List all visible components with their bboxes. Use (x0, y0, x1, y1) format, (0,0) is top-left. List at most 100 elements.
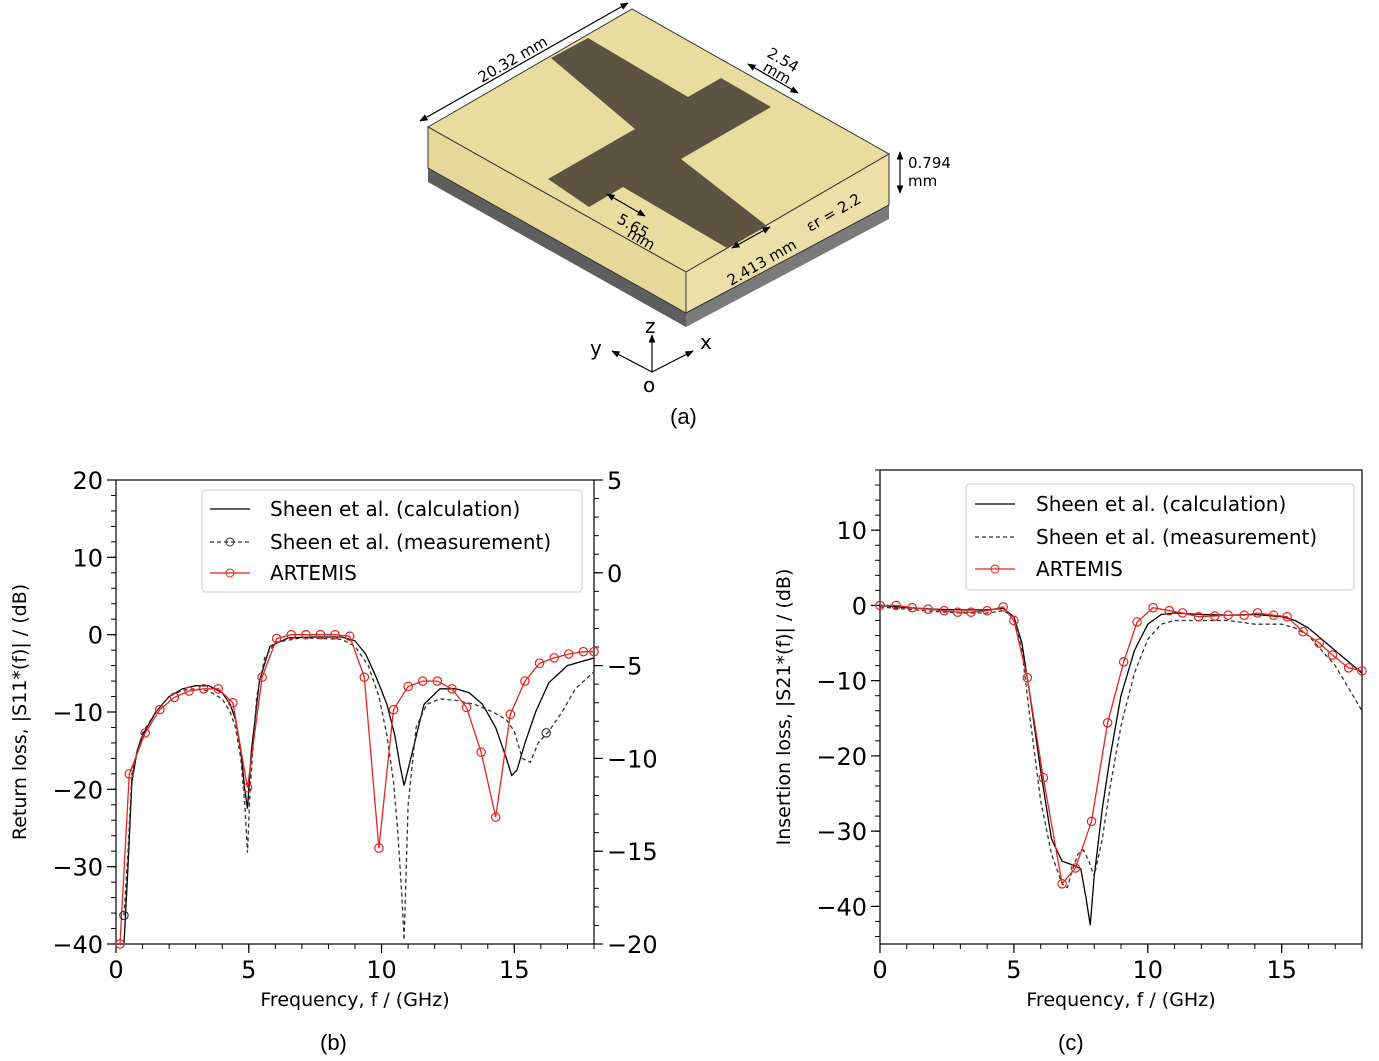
legend-box-c (965, 483, 1355, 591)
series-point (432, 676, 443, 686)
series-point (344, 631, 355, 642)
series-line-0 (880, 604, 1362, 926)
series-point (115, 939, 125, 949)
substrate-side (685, 153, 890, 314)
series-point (228, 697, 238, 708)
series-point (461, 702, 472, 713)
series-point (1132, 617, 1142, 627)
measurement-point (119, 910, 129, 921)
x-axis-label-b: Frequency, f / (GHz) (260, 989, 449, 1011)
y-tick-label: 20 (72, 467, 103, 495)
y-axis-label-b: Return loss, |S11*(f)| / (dB) (9, 584, 31, 840)
series-point (520, 676, 530, 686)
y-tick-label: −40 (52, 931, 103, 959)
y-tick-label: −40 (816, 893, 867, 921)
y2-tick-label: 0 (607, 560, 622, 588)
legend-c: Sheen et al. (calculation) Sheen et al. … (965, 483, 1355, 591)
insertion-loss-chart: 0 5 10 15 10 0 −10 −20 −30 −40 Frequency, f / (GH… (773, 469, 1367, 1055)
series-point (1009, 615, 1019, 626)
series-point (1022, 672, 1033, 683)
legend-box-b (201, 489, 583, 593)
x-tick-label: 0 (872, 956, 887, 984)
coordinate-axes: z y x o (590, 314, 712, 397)
series-point (476, 747, 486, 758)
x-tick-label: 5 (241, 956, 256, 984)
series-point (1327, 650, 1338, 660)
series-point (1057, 879, 1067, 889)
series-point (1148, 602, 1158, 613)
series-point (242, 782, 253, 793)
y2-tick-label: −20 (607, 931, 658, 959)
dim-arrow-length (419, 2, 629, 122)
dim-arrow-stub (747, 63, 799, 94)
legend-entry-b-meas: Sheen et al. (measurement) (270, 530, 551, 554)
series-point (388, 704, 399, 715)
series-point (1193, 611, 1204, 622)
series-point (271, 633, 282, 644)
series-point (534, 658, 545, 669)
legend-b: Sheen et al. (calculation) Sheen et al. … (201, 489, 583, 593)
series-point (359, 672, 370, 682)
series-point (907, 602, 917, 613)
series-point (155, 704, 165, 715)
ground-plane-front (428, 168, 686, 327)
axis-origin-label: o (643, 373, 655, 397)
legend-entry-c-calc: Sheen et al. (calculation) (1036, 492, 1286, 516)
series-point (490, 812, 501, 822)
dim-arrow-feed (731, 226, 771, 249)
dim-label-height-1: 0.794 (908, 154, 951, 172)
series-point (982, 605, 992, 616)
x-axis-label-c: Frequency, f / (GHz) (1026, 989, 1215, 1011)
series-point (1070, 863, 1081, 873)
y-tick-label: 10 (72, 544, 103, 572)
x-tick-label: 0 (108, 956, 123, 984)
series-point (417, 676, 428, 686)
y2-tick-label: 5 (607, 467, 622, 495)
series-line-2 (880, 604, 1362, 886)
legend-entry-b-artemis: ARTEMIS (270, 561, 357, 585)
y-tick-label: −20 (816, 743, 867, 771)
series-point (952, 607, 963, 617)
y-tick-label: −20 (52, 776, 103, 804)
dim-arrow-width (606, 193, 646, 217)
y-tick-label: −10 (52, 699, 103, 727)
series-point (140, 728, 151, 738)
caption-b: (b) (320, 1030, 347, 1055)
axis-y-label: y (590, 336, 602, 360)
series-point (169, 692, 180, 703)
series-point (1252, 608, 1263, 618)
series-point (124, 769, 135, 779)
y-tick-label: 0 (852, 592, 867, 620)
y2-tick-label: −5 (607, 653, 642, 681)
x-tick-label: 10 (366, 956, 397, 984)
series-point (549, 653, 559, 663)
series-point (998, 602, 1008, 612)
series-point (875, 600, 885, 611)
series-point (198, 683, 209, 694)
return-loss-chart: 0 5 10 15 20 10 0 −10 −20 −30 −40 5 0 −5 −10 −15 −20 Fre… (9, 467, 658, 1055)
series-point (403, 681, 413, 692)
axis-z-label: z (645, 314, 656, 338)
caption-a: (a) (670, 404, 697, 429)
series-point (1268, 610, 1279, 621)
series-point (286, 629, 297, 640)
series-point (301, 629, 311, 640)
series-point (1314, 638, 1324, 648)
y-tick-label: −30 (816, 818, 867, 846)
y2-tick-label: −10 (607, 745, 658, 773)
series-point (1177, 608, 1188, 618)
series-point (939, 605, 950, 616)
series-line-2 (119, 634, 594, 944)
series-point (447, 683, 457, 694)
series-point (505, 709, 516, 720)
dim-label-height-2: mm (908, 172, 937, 190)
series-point (578, 646, 589, 657)
legend-entry-c-artemis: ARTEMIS (1036, 557, 1123, 581)
y-tick-label: 10 (836, 517, 867, 545)
series-point (1086, 816, 1097, 827)
measurement-point (541, 728, 551, 738)
series-point (1102, 717, 1113, 728)
series-point (1038, 772, 1049, 783)
series-point (184, 686, 194, 696)
